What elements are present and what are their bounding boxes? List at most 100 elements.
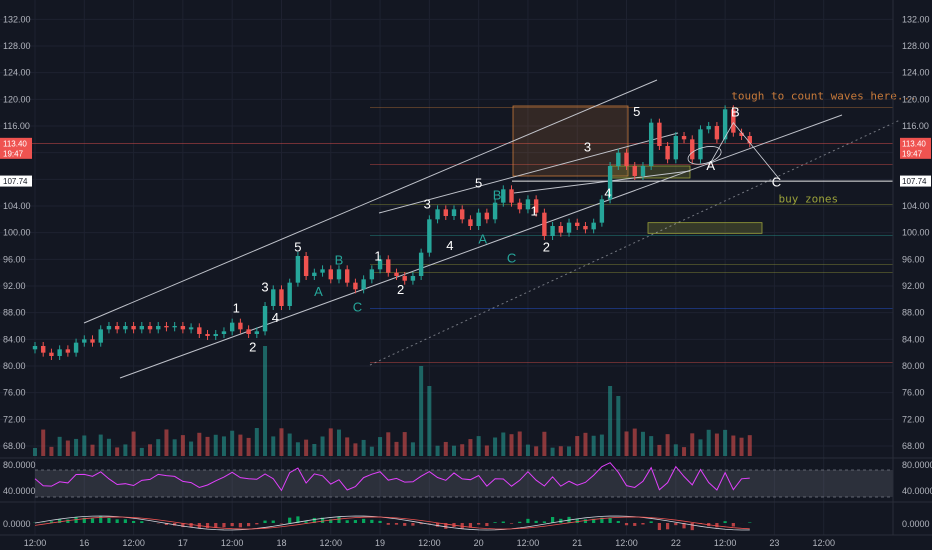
price-tick-left: 120.00 — [3, 94, 31, 104]
macd-histogram-bar — [107, 518, 111, 523]
macd-histogram-bar — [748, 522, 752, 523]
macd-histogram-bar — [657, 523, 661, 531]
volume-bar — [567, 446, 572, 456]
candle-body — [509, 189, 514, 203]
candle-body — [164, 326, 169, 328]
macd-histogram-bar — [238, 523, 242, 528]
wave-label: C — [353, 299, 362, 314]
macd-histogram-bar — [477, 523, 481, 525]
macd-histogram-bar — [526, 518, 530, 523]
price-tick-right: 124.00 — [902, 68, 930, 78]
candle-body — [607, 166, 613, 200]
macd-histogram-bar — [427, 523, 431, 524]
candle-body — [435, 209, 440, 220]
candle-body — [262, 306, 268, 332]
macd-histogram-bar — [674, 523, 678, 526]
price-tick-right: 96.00 — [902, 254, 925, 264]
volume-bar — [230, 430, 235, 456]
volume-bar — [65, 440, 70, 456]
candle-body — [180, 326, 186, 330]
volume-bar — [148, 444, 153, 456]
volume-bar — [452, 445, 456, 456]
price-tick-left: 104.00 — [3, 201, 31, 211]
macd-histogram-bar — [337, 517, 341, 523]
price-tag-right — [900, 137, 931, 149]
price-tag-right-text: 107.74 — [902, 177, 927, 186]
macd-histogram-bar — [666, 523, 670, 530]
macd-histogram-bar — [723, 521, 727, 523]
wave-label: C — [772, 175, 781, 190]
candle-body — [147, 326, 153, 330]
volume-bar — [345, 437, 350, 456]
candle-body — [353, 282, 358, 290]
candle-body — [451, 209, 457, 216]
volume-bar — [361, 439, 366, 456]
macd-histogram-bar — [592, 518, 596, 523]
macd-histogram-bar — [362, 518, 366, 523]
volume-bar — [221, 436, 226, 456]
candle-body — [295, 256, 301, 283]
wave-label: 3 — [261, 279, 268, 294]
price-tick-left: 128.00 — [3, 41, 31, 51]
candle-body — [418, 252, 424, 276]
price-tick-left: 88.00 — [3, 308, 26, 318]
volume-bar — [312, 443, 317, 456]
volume-bar — [608, 386, 613, 456]
wave-count-lines — [687, 121, 779, 179]
volume-bar — [468, 439, 473, 456]
rsi-tick-left: 80.0000 — [3, 460, 36, 470]
price-tag-right — [900, 147, 931, 159]
buy-zone-boxes — [512, 105, 763, 234]
time-tick: 12:00 — [319, 538, 342, 548]
macd-histogram-bar — [493, 522, 497, 523]
price-tick-right: 72.00 — [902, 414, 925, 424]
volume-bar — [328, 428, 333, 456]
volume-bar — [640, 431, 645, 456]
volume-bar — [419, 366, 424, 456]
macd-histogram-bar — [222, 523, 226, 528]
macd-histogram-bar — [501, 521, 505, 523]
macd-histogram-bar — [353, 520, 358, 523]
candle-body — [114, 326, 120, 330]
price-tick-right: 76.00 — [902, 388, 925, 398]
volume-bar — [263, 346, 268, 456]
volume-bar — [156, 439, 161, 456]
price-tag-right-text: 113.40 — [902, 139, 926, 148]
wave-label: 2 — [249, 339, 256, 354]
macd-line — [34, 515, 750, 531]
volume-bar — [271, 436, 276, 456]
volume-bar — [682, 447, 687, 456]
volume-bar — [534, 446, 539, 456]
candle-body — [49, 352, 54, 356]
macd-histogram-bar — [164, 523, 169, 526]
channel-line — [119, 114, 843, 379]
volume-bar — [435, 445, 440, 456]
volume-bar — [525, 444, 530, 456]
volume-bar — [624, 431, 629, 456]
volume-bar — [723, 429, 728, 456]
macd-histogram-bar — [468, 523, 473, 528]
price-tag-left — [0, 147, 32, 159]
candle-body — [517, 202, 522, 210]
volume-bar — [180, 435, 185, 456]
macd-histogram-bar — [131, 520, 136, 523]
price-tick-right: 104.00 — [902, 201, 930, 211]
wave-label: 4 — [446, 238, 453, 253]
macd-histogram-bar — [608, 517, 612, 523]
candle-body — [197, 327, 202, 334]
candle-body — [599, 199, 605, 223]
projected-wave-path — [708, 121, 779, 179]
macd-histogram-bar — [641, 523, 645, 525]
macd-histogram-bar — [435, 523, 440, 527]
macd-histogram-bar — [394, 523, 399, 525]
volume-bar — [690, 433, 695, 456]
macd-histogram-bar — [600, 517, 604, 523]
price-tag-left — [0, 175, 32, 187]
candle-body — [501, 189, 506, 203]
volume-bar — [665, 434, 670, 456]
time-tick: 12:00 — [24, 538, 47, 548]
candle-body — [460, 209, 465, 220]
rsi-band — [35, 470, 893, 497]
time-tick: 17 — [178, 538, 188, 548]
